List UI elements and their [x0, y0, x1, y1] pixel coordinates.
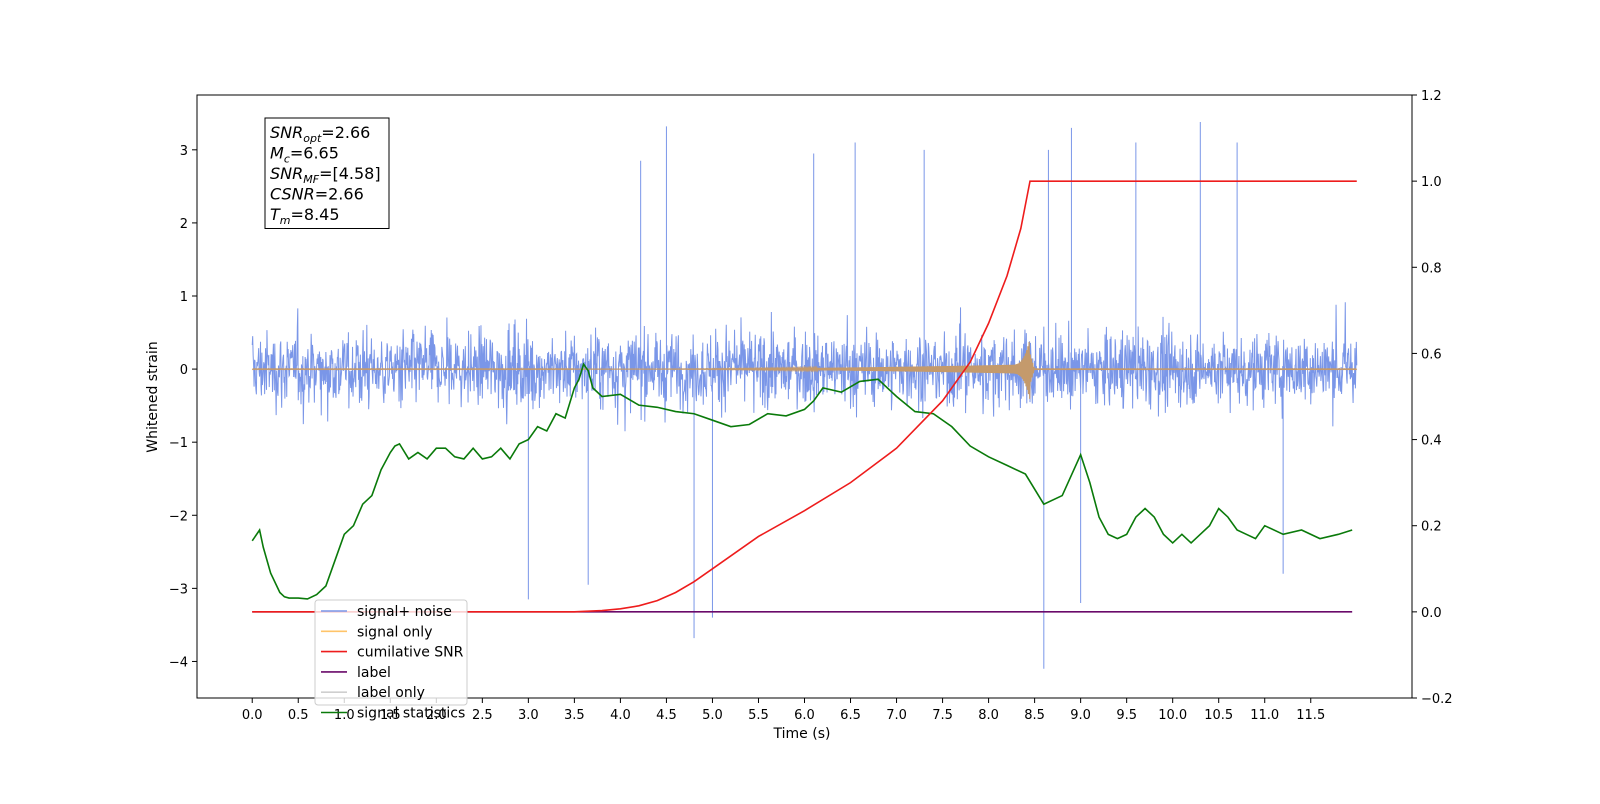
series-signal-only	[251, 341, 1358, 399]
annotation-line: SNRopt=2.66	[270, 123, 370, 145]
x-tick-label: 7.0	[886, 708, 907, 723]
x-tick-label: 8.5	[1024, 708, 1045, 723]
y-tick-label: −4	[169, 655, 188, 670]
x-tick-label: 8.0	[978, 708, 999, 723]
x-tick-label: 0.5	[288, 708, 309, 723]
x-tick-label: 3.0	[518, 708, 539, 723]
series-signal-statistics	[251, 362, 1353, 600]
series-signal-noise	[251, 122, 1358, 669]
annotation-line: Mc=6.65	[270, 144, 339, 166]
annotation-frame	[264, 117, 390, 229]
x-tick-label: 9.5	[1116, 708, 1137, 723]
x-tick-label: 5.0	[702, 708, 723, 723]
series-layer	[251, 122, 1358, 669]
legend-entry: label only	[357, 685, 425, 701]
y-tick-label: 1	[180, 290, 188, 305]
x-tick-label: 4.0	[610, 708, 631, 723]
x-tick-label: 9.0	[1070, 708, 1091, 723]
x-tick-label: 2.5	[472, 708, 493, 723]
x-tick-label: 7.5	[932, 708, 953, 723]
y-axis-label: Whitened strain	[145, 341, 161, 452]
x-tick-label: 2.0	[426, 708, 447, 723]
y2-tick-label: 0.4	[1421, 434, 1442, 449]
legend-frame	[314, 599, 468, 706]
y2-tick-label: 0.6	[1421, 347, 1442, 362]
legend: signal+ noise signal only cumilative SNR la…	[314, 599, 468, 722]
x-tick-label: 6.5	[840, 708, 861, 723]
x-tick-label: 4.5	[656, 708, 677, 723]
x-tick-label: 6.0	[794, 708, 815, 723]
x-tick-label: 11.0	[1250, 708, 1279, 723]
x-tick-label: 0.0	[242, 708, 263, 723]
y-tick-label: 2	[180, 217, 188, 232]
x-tick-label: 10.0	[1158, 708, 1187, 723]
y2-tick-label: 0.0	[1421, 606, 1442, 621]
y-tick-label: −3	[169, 582, 188, 597]
y2-tick-label: 1.0	[1421, 175, 1442, 190]
series-cumulative-snr	[252, 180, 1357, 613]
x-tick-label: 11.5	[1296, 708, 1325, 723]
legend-entry: signal+ noise	[357, 604, 452, 620]
y-axis-right: 1.2 1.0 0.8 0.6 0.4 0.2 0.0 −0.2	[1412, 89, 1453, 707]
y-tick-label: −2	[169, 509, 188, 524]
x-axis-label: Time (s)	[773, 726, 831, 742]
annotation-line: Tm=8.45	[270, 205, 340, 227]
y2-tick-label: 1.2	[1421, 89, 1442, 104]
legend-entry: signal statistics	[357, 706, 465, 722]
y-tick-label: 3	[180, 144, 188, 159]
legend-entry: label	[357, 665, 391, 681]
x-tick-label: 3.5	[564, 708, 585, 723]
stats-annotation-box: SNRopt=2.66Mc=6.65SNRMF=[4.58]CSNR=2.66T…	[264, 117, 390, 229]
x-tick-label: 5.5	[748, 708, 769, 723]
legend-entry: cumilative SNR	[357, 645, 464, 661]
y-axis-left: 3 2 1 0 −1 −2 −3 −4	[169, 144, 197, 670]
annotation-line: SNRMF=[4.58]	[270, 164, 381, 186]
x-tick-label: 1.0	[334, 708, 355, 723]
y2-tick-label: 0.8	[1421, 261, 1442, 276]
x-tick-label: 1.5	[380, 708, 401, 723]
legend-entry: signal only	[357, 624, 432, 640]
y-tick-label: 0	[180, 363, 188, 378]
x-axis: 0.0 0.5 1.0 1.5 2.0 2.5 3.0 3.5 4.0 4.5 5.0 5.5 6.0 6…	[242, 698, 1325, 723]
y-tick-label: −1	[169, 436, 188, 451]
y2-tick-label: 0.2	[1421, 520, 1442, 535]
y2-tick-label: −0.2	[1421, 692, 1453, 707]
x-tick-label: 10.5	[1204, 708, 1233, 723]
annotation-line: CSNR=2.66	[270, 185, 364, 204]
